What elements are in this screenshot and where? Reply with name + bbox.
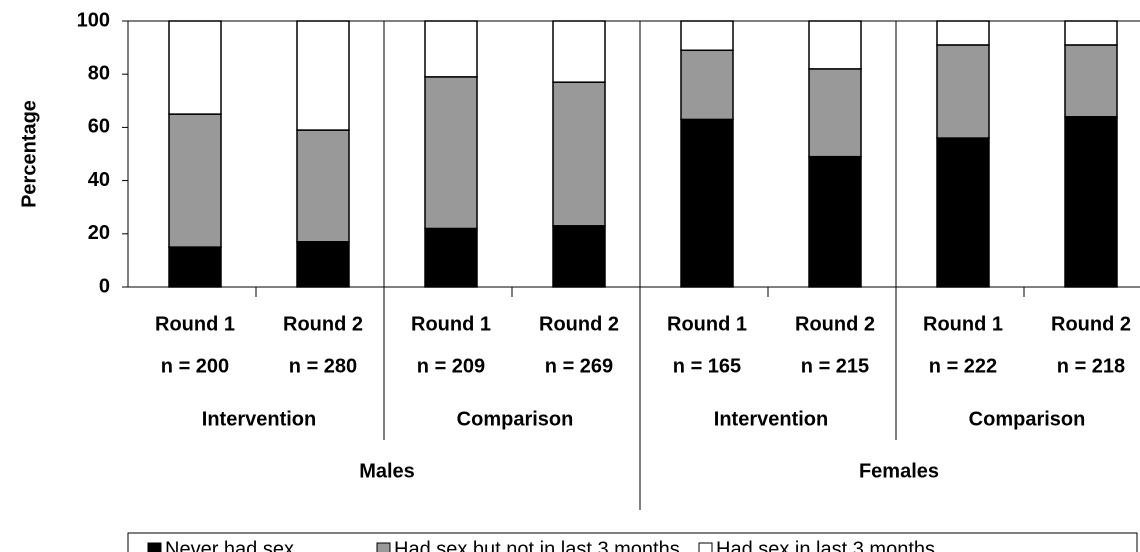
- supergroup-label: Females: [859, 460, 939, 482]
- n-label: n = 165: [673, 355, 741, 377]
- n-label: n = 222: [929, 355, 997, 377]
- x-tick-label: Round 1: [667, 313, 747, 335]
- legend-label: Had sex but not in last 3 months: [394, 538, 680, 552]
- x-tick-label: Round 2: [539, 313, 619, 335]
- x-tick-label: Round 2: [1051, 313, 1131, 335]
- bar-segment: [680, 49, 734, 121]
- y-tick-label: 40: [88, 169, 110, 191]
- legend-swatch: [376, 542, 391, 552]
- x-tick-label: Round 2: [795, 313, 875, 335]
- n-label: n = 269: [545, 355, 613, 377]
- subgroup-label: Intervention: [202, 408, 316, 430]
- bar-segment: [936, 20, 990, 46]
- legend-label: Never had sex: [165, 538, 294, 552]
- bar-segment: [680, 118, 734, 288]
- legend-swatch: [147, 542, 162, 552]
- bar-segment: [296, 241, 350, 288]
- bar-segment: [424, 227, 478, 288]
- bar-segment: [808, 20, 862, 70]
- bar-segment: [296, 129, 350, 243]
- x-tick-label: Round 2: [283, 313, 363, 335]
- x-tick-label: Round 1: [155, 313, 235, 335]
- y-axis-label: Percentage: [18, 100, 40, 208]
- bar-segment: [168, 20, 222, 115]
- bar-segment: [552, 225, 606, 288]
- subgroup-label: Comparison: [969, 408, 1086, 430]
- legend-swatch: [698, 542, 713, 552]
- bar-segment: [168, 113, 222, 248]
- y-tick-label: 100: [77, 9, 110, 31]
- bar-segment: [680, 20, 734, 52]
- x-tick-label: Round 1: [411, 313, 491, 335]
- bar-segment: [1064, 116, 1118, 288]
- x-tick-label: Round 1: [923, 313, 1003, 335]
- y-tick-label: 0: [99, 275, 110, 297]
- y-tick-label: 60: [88, 116, 110, 138]
- legend-label: Had sex in last 3 months: [716, 538, 935, 552]
- y-tick-label: 80: [88, 62, 110, 84]
- bar-segment: [1064, 44, 1118, 118]
- subgroup-label: Intervention: [714, 408, 828, 430]
- bar-segment: [424, 20, 478, 78]
- bar-segment: [936, 137, 990, 288]
- n-label: n = 215: [801, 355, 869, 377]
- subgroup-label: Comparison: [457, 408, 574, 430]
- bar-segment: [296, 20, 350, 131]
- bar-segment: [808, 68, 862, 158]
- n-label: n = 218: [1057, 355, 1125, 377]
- bar-segment: [808, 155, 862, 288]
- bar-segment: [424, 76, 478, 230]
- bar-segment: [1064, 20, 1118, 46]
- supergroup-label: Males: [359, 460, 415, 482]
- bar-segment: [936, 44, 990, 139]
- n-label: n = 280: [289, 355, 357, 377]
- bar-segment: [168, 246, 222, 288]
- bar-segment: [552, 20, 606, 83]
- n-label: n = 200: [161, 355, 229, 377]
- legend-box: [127, 532, 1138, 552]
- y-tick-label: 20: [88, 222, 110, 244]
- n-label: n = 209: [417, 355, 485, 377]
- bar-segment: [552, 81, 606, 227]
